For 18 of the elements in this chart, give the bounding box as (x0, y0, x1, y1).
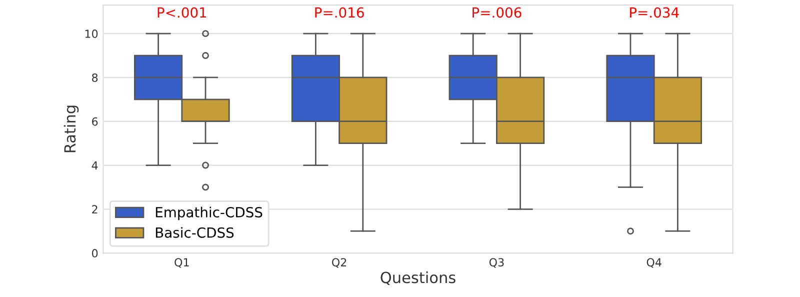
annotation: P=.006 (472, 7, 522, 18)
x-tick-label: Q4 (646, 258, 662, 268)
y-axis-title: Rating (64, 106, 79, 152)
y-tick-label: 4 (92, 161, 98, 170)
legend-label: Basic-CDSS (156, 227, 234, 238)
annotation: P=.016 (315, 7, 364, 18)
y-tick-label: 0 (92, 249, 98, 258)
x-tick-label: Q2 (332, 258, 346, 268)
y-tick-label: 6 (92, 117, 98, 126)
annotation: P<.001 (158, 7, 206, 18)
x-tick-label: Q1 (174, 258, 189, 268)
annotation: P=.034 (630, 7, 679, 18)
y-tick-label: 8 (92, 73, 98, 82)
y-tick-label: 10 (85, 30, 98, 38)
x-tick-label: Q3 (489, 258, 504, 268)
legend-label: Empathic-CDSS (156, 206, 262, 220)
x-axis-title: Questions (380, 271, 456, 286)
y-tick-label: 2 (92, 205, 98, 214)
